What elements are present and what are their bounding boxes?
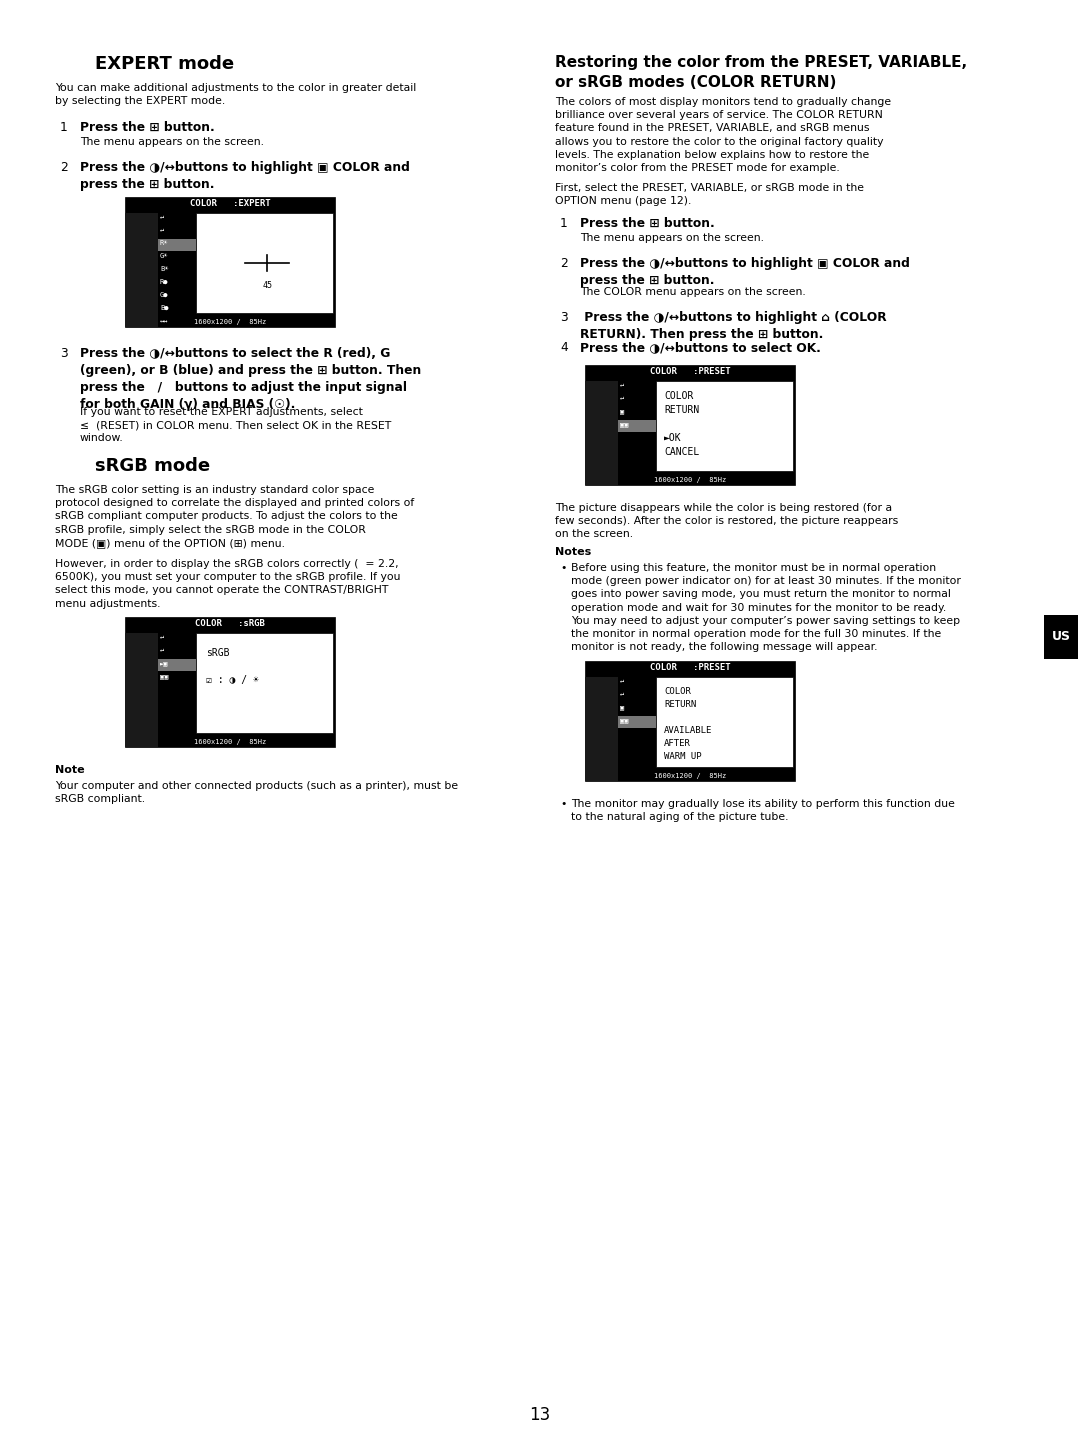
Bar — [125, 197, 335, 327]
Text: COLOR   :PRESET: COLOR :PRESET — [650, 367, 730, 376]
Text: WARM UP: WARM UP — [664, 752, 702, 761]
Text: 1600x1200 /  85Hz: 1600x1200 / 85Hz — [194, 739, 266, 745]
Text: sRGB: sRGB — [206, 648, 229, 659]
Text: •: • — [561, 798, 566, 808]
Text: ►OK: ►OK — [664, 432, 681, 442]
Bar — [158, 659, 195, 672]
Text: COLOR   :EXPERT: COLOR :EXPERT — [190, 199, 270, 208]
Text: COLOR: COLOR — [664, 391, 693, 401]
Text: Restoring the color from the PRESET, VARIABLE,
or sRGB modes (COLOR RETURN): Restoring the color from the PRESET, VAR… — [555, 55, 967, 89]
Bar — [618, 419, 656, 432]
Text: 1600x1200 /  85Hz: 1600x1200 / 85Hz — [653, 477, 726, 483]
Bar — [158, 213, 195, 327]
Text: The picture disappears while the color is being restored (for a
few seconds). Af: The picture disappears while the color i… — [555, 503, 899, 539]
Bar — [195, 633, 333, 733]
Text: COLOR   :sRGB: COLOR :sRGB — [195, 620, 265, 628]
Text: EXPERT mode: EXPERT mode — [95, 55, 234, 73]
Text: 45: 45 — [262, 281, 272, 290]
Text: The menu appears on the screen.: The menu appears on the screen. — [80, 137, 264, 147]
Text: However, in order to display the sRGB colors correctly (  = 2.2,
6500K), you mus: However, in order to display the sRGB co… — [55, 559, 401, 608]
Text: 3: 3 — [561, 311, 568, 324]
Text: CANCEL: CANCEL — [664, 447, 699, 457]
Text: ↵: ↵ — [160, 228, 164, 233]
Bar — [158, 239, 195, 251]
Bar — [125, 617, 335, 746]
Text: 4: 4 — [561, 342, 568, 354]
Text: 1: 1 — [60, 121, 68, 134]
Text: ↵: ↵ — [620, 679, 624, 684]
Text: Press the ⊞ button.: Press the ⊞ button. — [580, 218, 715, 231]
Text: Notes: Notes — [555, 548, 591, 558]
Text: •: • — [561, 563, 566, 574]
Text: 2: 2 — [561, 256, 568, 269]
Text: ▣▣: ▣▣ — [620, 718, 629, 723]
Text: AFTER: AFTER — [664, 739, 691, 748]
Bar — [618, 677, 656, 781]
Text: B☀: B☀ — [160, 267, 168, 272]
Bar — [618, 716, 656, 728]
Text: 13: 13 — [529, 1406, 551, 1424]
Text: B●: B● — [160, 305, 168, 311]
Text: First, select the PRESET, VARIABLE, or sRGB mode in the
OPTION menu (page 12).: First, select the PRESET, VARIABLE, or s… — [555, 183, 864, 206]
Text: Before using this feature, the monitor must be in normal operation
mode (green p: Before using this feature, the monitor m… — [571, 563, 961, 653]
Text: ↵: ↵ — [160, 215, 164, 220]
Bar — [195, 213, 333, 313]
Text: If you want to reset the EXPERT adjustments, select
≤  (RESET) in COLOR menu. Th: If you want to reset the EXPERT adjustme… — [80, 406, 391, 444]
Text: Press the ⊞ button.: Press the ⊞ button. — [80, 121, 215, 134]
Text: ↵: ↵ — [620, 382, 624, 388]
Text: ▣▣: ▣▣ — [160, 673, 168, 679]
Text: Press the ◑/↔buttons to highlight ⌂ (COLOR
RETURN). Then press the ⊞ button.: Press the ◑/↔buttons to highlight ⌂ (COL… — [580, 311, 887, 342]
Text: The menu appears on the screen.: The menu appears on the screen. — [580, 233, 764, 244]
Text: ▣▣: ▣▣ — [620, 421, 629, 427]
Bar — [618, 380, 656, 486]
Bar — [585, 380, 618, 486]
Bar — [585, 677, 618, 781]
Text: AVAILABLE: AVAILABLE — [664, 726, 713, 735]
Text: You can make additional adjustments to the color in greater detail
by selecting : You can make additional adjustments to t… — [55, 84, 416, 107]
Text: G☀: G☀ — [160, 254, 168, 259]
Text: The COLOR menu appears on the screen.: The COLOR menu appears on the screen. — [580, 287, 806, 297]
Bar — [656, 380, 793, 471]
Text: ▣: ▣ — [620, 705, 624, 710]
Text: COLOR: COLOR — [664, 687, 691, 696]
Text: Press the ◑/↔buttons to highlight ▣ COLOR and
press the ⊞ button.: Press the ◑/↔buttons to highlight ▣ COLO… — [580, 256, 909, 287]
Text: RETURN: RETURN — [664, 700, 697, 709]
Text: ↵: ↵ — [160, 634, 164, 640]
Text: 3: 3 — [60, 347, 68, 360]
Text: Note: Note — [55, 765, 84, 775]
Text: 1600x1200 /  85Hz: 1600x1200 / 85Hz — [194, 318, 266, 326]
Text: ↵: ↵ — [620, 692, 624, 697]
Text: Your computer and other connected products (such as a printer), must be
sRGB com: Your computer and other connected produc… — [55, 781, 458, 804]
Text: ↵: ↵ — [620, 395, 624, 401]
Text: The monitor may gradually lose its ability to perform this function due
to the n: The monitor may gradually lose its abili… — [571, 798, 955, 823]
Text: R●: R● — [160, 280, 168, 285]
Bar — [158, 633, 195, 746]
Text: RETURN: RETURN — [664, 405, 699, 415]
Text: 1600x1200 /  85Hz: 1600x1200 / 85Hz — [653, 772, 726, 780]
Text: Press the ◑/↔buttons to highlight ▣ COLOR and
press the ⊞ button.: Press the ◑/↔buttons to highlight ▣ COLO… — [80, 161, 410, 192]
Text: R☀: R☀ — [160, 241, 168, 246]
Text: US: US — [1052, 631, 1070, 644]
Bar — [585, 661, 795, 781]
Text: G●: G● — [160, 293, 168, 298]
Bar — [125, 213, 158, 327]
Bar — [656, 677, 793, 767]
Text: Press the ◑/↔buttons to select OK.: Press the ◑/↔buttons to select OK. — [580, 342, 821, 354]
Text: ☑ : ◑ / ☀: ☑ : ◑ / ☀ — [206, 674, 259, 684]
Text: 1: 1 — [561, 218, 568, 231]
Text: COLOR   :PRESET: COLOR :PRESET — [650, 663, 730, 672]
Text: ↔↔: ↔↔ — [160, 318, 168, 324]
Text: 2: 2 — [60, 161, 68, 174]
Text: Press the ◑/↔buttons to select the R (red), G
(green), or B (blue) and press the: Press the ◑/↔buttons to select the R (re… — [80, 347, 421, 411]
Text: The colors of most display monitors tend to gradually change
brilliance over sev: The colors of most display monitors tend… — [555, 97, 891, 173]
Text: The sRGB color setting is an industry standard color space
protocol designed to : The sRGB color setting is an industry st… — [55, 486, 415, 548]
Bar — [585, 365, 795, 486]
Bar — [1044, 615, 1078, 659]
Text: ↵: ↵ — [160, 647, 164, 653]
Text: ►▣: ►▣ — [160, 660, 168, 666]
Text: sRGB mode: sRGB mode — [95, 457, 211, 476]
Bar — [125, 633, 158, 746]
Text: ▣: ▣ — [620, 408, 624, 414]
